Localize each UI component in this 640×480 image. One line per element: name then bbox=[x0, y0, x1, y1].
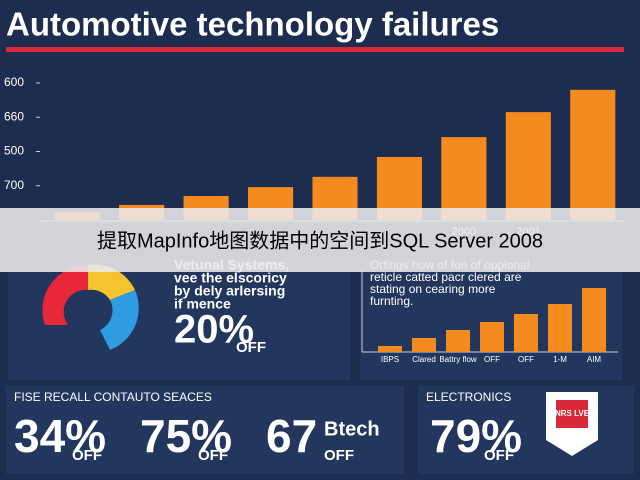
stat-value: 67 bbox=[266, 410, 317, 462]
panel bbox=[360, 258, 622, 380]
panel-text: vee the elscoricy bbox=[174, 270, 287, 286]
x-tick-label: Clared bbox=[412, 355, 436, 364]
panel-heading: ELECTRONICS bbox=[426, 390, 511, 404]
bar bbox=[505, 112, 551, 220]
panel bbox=[6, 386, 404, 474]
stat-suffix: OFF bbox=[236, 339, 266, 356]
x-tick-label: OFF bbox=[518, 355, 534, 364]
x-tick-label: 1-M bbox=[553, 355, 567, 364]
donut-segment bbox=[88, 264, 135, 300]
stat-value: 79% bbox=[430, 410, 522, 462]
panel-text: furnting. bbox=[370, 294, 413, 308]
x-tick-label: IBPS bbox=[381, 355, 399, 364]
y-tick-label: 700 bbox=[4, 178, 24, 192]
stat-suffix: OFF bbox=[72, 447, 102, 464]
caption-text: 提取MapInfo地图数据中的空间到SQL Server 2008 bbox=[97, 229, 543, 252]
stat-suffix: OFF bbox=[484, 447, 514, 464]
bar bbox=[412, 338, 436, 352]
title-rule bbox=[6, 47, 624, 52]
bar bbox=[446, 330, 470, 352]
donut-segment bbox=[42, 264, 88, 325]
panel-text: by dely arlersing bbox=[174, 283, 285, 299]
donut-segment bbox=[100, 290, 139, 350]
x-tick-label: Battry flow bbox=[439, 355, 477, 364]
panel-text: if mence bbox=[174, 296, 231, 312]
y-tick-label: 600 bbox=[4, 75, 24, 89]
y-tick-label: 500 bbox=[4, 144, 24, 158]
stat-suffix: OFF bbox=[198, 447, 228, 464]
panel-heading: FISE RECALL CONTAUTO SEACES bbox=[14, 390, 212, 404]
bar bbox=[480, 322, 504, 352]
x-tick-label: AIM bbox=[587, 355, 602, 364]
caption-banner bbox=[0, 208, 640, 272]
bar bbox=[514, 314, 538, 352]
bar bbox=[378, 346, 402, 352]
badge-text: NRS LVE bbox=[555, 409, 590, 418]
panel-text: reticle catted pacr clered are bbox=[370, 270, 522, 284]
chart-title: Automotive technology failures bbox=[6, 6, 499, 43]
panel-text: stating on cearing more bbox=[370, 282, 496, 296]
stat-value: 34% bbox=[14, 410, 106, 462]
bar bbox=[570, 89, 616, 220]
stat-value: 75% bbox=[140, 410, 232, 462]
bar bbox=[548, 304, 572, 352]
stat-unit: Btech bbox=[324, 418, 380, 440]
bar bbox=[582, 288, 606, 352]
stat-value: 20% bbox=[174, 308, 254, 352]
bar bbox=[441, 137, 487, 220]
y-tick-label: 660 bbox=[4, 109, 24, 123]
badge-box bbox=[556, 400, 588, 428]
stat-suffix: OFF bbox=[324, 447, 354, 464]
x-tick-label: OFF bbox=[484, 355, 500, 364]
